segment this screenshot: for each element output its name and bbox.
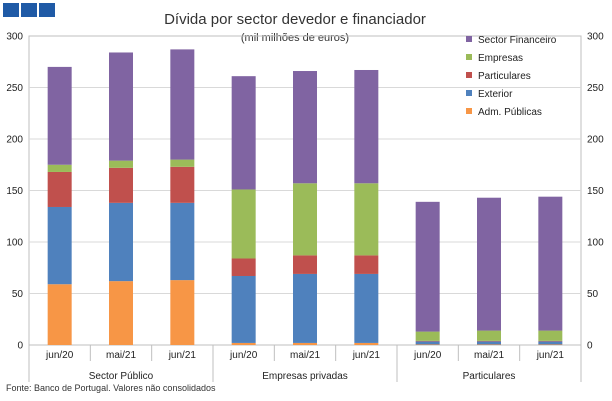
y-tick-label-left: 200 [6,135,23,146]
y-tick-label-right: 300 [587,32,604,43]
bar-segment [47,284,72,345]
bar-segment [170,202,195,281]
bar-segment [415,344,440,345]
bar-segment [293,255,317,274]
bar-segment [231,76,256,190]
bar-segment [415,201,440,332]
legend-label: Adm. Públicas [478,107,542,118]
x-category-label: jun/21 [168,350,197,361]
legend-swatch [466,90,472,96]
logo-block [3,3,19,17]
chart-subtitle: (mil milhões de euros) [241,32,349,44]
legend-swatch [466,108,472,114]
bar-segment [170,166,195,203]
bar-segment [47,164,72,172]
x-category-label: mai/21 [290,350,320,361]
bar-segment [354,69,379,184]
bar-segment [538,330,563,341]
x-category-label: jun/21 [352,350,381,361]
legend-swatch [466,54,472,60]
bar-segment [538,344,563,345]
logo-block [21,3,37,17]
y-tick-label-left: 250 [6,83,23,94]
bar-segment [293,71,317,184]
bar-segment [293,342,317,345]
y-tick-label-right: 50 [587,289,599,300]
bar-segment [538,340,563,342]
bar-segment [477,341,501,345]
legend-swatch [466,72,472,78]
y-tick-label-left: 100 [6,238,23,249]
bar-segment [293,273,317,343]
legend: Sector Financeiro Empresas Particulares Ext… [466,35,557,118]
y-tick-label-right: 250 [587,83,604,94]
x-category-label: jun/20 [45,350,74,361]
x-category-label: jun/21 [536,350,565,361]
bar-segment [109,167,133,203]
x-group-label: Particulares [463,371,516,382]
legend-label: Empresas [478,53,523,64]
x-category-label: jun/20 [229,350,258,361]
y-tick-label-left: 150 [6,186,23,197]
y-tick-label-right: 150 [587,186,604,197]
bar-segment [231,189,256,259]
bar-segment [415,341,440,345]
y-tick-label-left: 0 [17,341,23,352]
bar-segment [170,159,195,167]
x-group-label: Empresas privadas [262,371,348,382]
legend-label: Exterior [478,89,513,100]
x-category-label: mai/21 [474,350,504,361]
bar-segment [170,280,195,345]
logo [3,3,55,17]
y-tick-label-right: 100 [587,238,604,249]
axes: 0 0 50 50 100 100 150 150 200 200 250 250 300 300 jun/… [6,32,604,382]
bar-segment [477,330,501,341]
bar-segment [47,206,72,285]
bar-segment [231,342,256,345]
chart-title: Dívida por sector devedor e financiador [164,11,426,28]
x-category-label: mai/21 [106,350,136,361]
bars [47,49,563,345]
bar-segment [109,281,133,345]
bar-segment [109,202,133,282]
bar-segment [477,344,501,345]
bar-segment [538,196,563,331]
bar-segment [477,340,501,342]
logo-block [39,3,55,17]
bar-segment [538,341,563,345]
bar-segment [293,183,317,256]
bar-segment [47,66,72,165]
source-note: Fonte: Banco de Portugal. Valores não co… [6,383,216,393]
bar-segment [170,49,195,160]
bar-segment [231,258,256,276]
y-tick-label-left: 300 [6,32,23,43]
bar-segment [415,331,440,341]
bar-segment [109,52,133,161]
y-tick-label-right: 0 [587,341,593,352]
bar-segment [477,197,501,331]
legend-label: Particulares [478,71,531,82]
legend-label: Sector Financeiro [478,35,557,46]
bar-segment [109,160,133,168]
x-group-label: Sector Público [89,371,154,382]
bar-segment [415,340,440,342]
x-category-label: jun/20 [413,350,442,361]
bar-segment [354,183,379,256]
y-tick-label-right: 200 [587,135,604,146]
bar-segment [354,273,379,343]
bar-segment [354,255,379,274]
bar-segment [47,171,72,207]
bar-segment [354,342,379,345]
bar-segment [231,275,256,343]
y-tick-label-left: 50 [12,289,24,300]
legend-swatch [466,36,472,42]
